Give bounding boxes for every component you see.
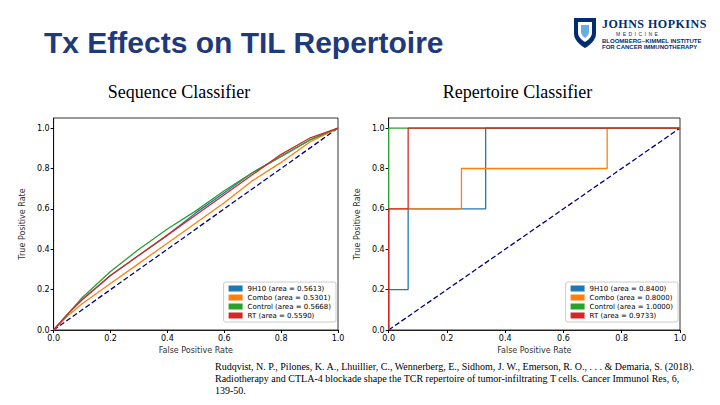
svg-text:0.4: 0.4 bbox=[161, 334, 174, 343]
svg-text:0.8: 0.8 bbox=[615, 334, 628, 343]
svg-text:RT (area = 0.9733): RT (area = 0.9733) bbox=[590, 312, 657, 320]
svg-text:1.0: 1.0 bbox=[674, 334, 687, 343]
html-text:BLOOMBERG~KIMMEL INSTITUTE: BLOOMBERG~KIMMEL INSTITUTE bbox=[602, 37, 702, 44]
svg-text:0.8: 0.8 bbox=[372, 164, 385, 173]
svg-text:True Positive Rate: True Positive Rate bbox=[18, 188, 27, 260]
svg-text:Control (area = 1.0000): Control (area = 1.0000) bbox=[590, 303, 674, 311]
svg-text:0.6: 0.6 bbox=[37, 204, 50, 213]
svg-text:RT (area = 0.5590): RT (area = 0.5590) bbox=[248, 312, 315, 320]
svg-text:0.0: 0.0 bbox=[382, 334, 395, 343]
svg-text:9H10 (area = 0.5613): 9H10 (area = 0.5613) bbox=[248, 285, 325, 293]
svg-text:0.4: 0.4 bbox=[372, 245, 385, 254]
html-text:Rudqvist, N. P., Pilones, K. A: Rudqvist, N. P., Pilones, K. A., Lhuilli… bbox=[215, 361, 694, 396]
svg-text:0.0: 0.0 bbox=[371, 325, 385, 335]
html-text:Tx Effects on TIL Repertoire: Tx Effects on TIL Repertoire bbox=[44, 26, 444, 59]
svg-text:Control (area = 0.5668): Control (area = 0.5668) bbox=[248, 303, 332, 311]
svg-text:0.4: 0.4 bbox=[37, 245, 50, 254]
svg-text:Combo (area = 0.5301): Combo (area = 0.5301) bbox=[248, 294, 331, 302]
svg-text:Combo (area = 0.8000): Combo (area = 0.8000) bbox=[590, 294, 673, 302]
svg-text:0.2: 0.2 bbox=[37, 285, 50, 294]
svg-text:Repertoire Classifier: Repertoire Classifier bbox=[443, 82, 592, 102]
svg-text:0.6: 0.6 bbox=[218, 334, 231, 343]
svg-text:1.0: 1.0 bbox=[372, 124, 385, 133]
html-text:MEDICINE: MEDICINE bbox=[616, 30, 661, 37]
svg-text:False Positive Rate: False Positive Rate bbox=[159, 346, 233, 355]
svg-text:0.6: 0.6 bbox=[557, 334, 570, 343]
svg-text:False Positive Rate: False Positive Rate bbox=[497, 346, 571, 355]
svg-text:0.8: 0.8 bbox=[275, 334, 288, 343]
svg-text:True Positive Rate: True Positive Rate bbox=[353, 188, 362, 260]
svg-text:0.4: 0.4 bbox=[499, 334, 512, 343]
svg-text:0.2: 0.2 bbox=[104, 334, 117, 343]
html-text:JOHNS HOPKINS: JOHNS HOPKINS bbox=[602, 17, 707, 31]
svg-text:1.0: 1.0 bbox=[332, 334, 345, 343]
svg-text:0.0: 0.0 bbox=[47, 334, 60, 343]
svg-text:1.0: 1.0 bbox=[37, 124, 50, 133]
svg-text:0.6: 0.6 bbox=[372, 204, 385, 213]
svg-text:0.2: 0.2 bbox=[441, 334, 454, 343]
svg-text:0.2: 0.2 bbox=[372, 285, 385, 294]
svg-text:0.0: 0.0 bbox=[36, 325, 50, 335]
svg-text:9H10 (area = 0.8400): 9H10 (area = 0.8400) bbox=[590, 285, 667, 293]
svg-text:Sequence Classifier: Sequence Classifier bbox=[108, 82, 250, 102]
html-text:FOR CANCER IMMUNOTHERAPY: FOR CANCER IMMUNOTHERAPY bbox=[602, 44, 698, 51]
svg-text:0.8: 0.8 bbox=[37, 164, 50, 173]
